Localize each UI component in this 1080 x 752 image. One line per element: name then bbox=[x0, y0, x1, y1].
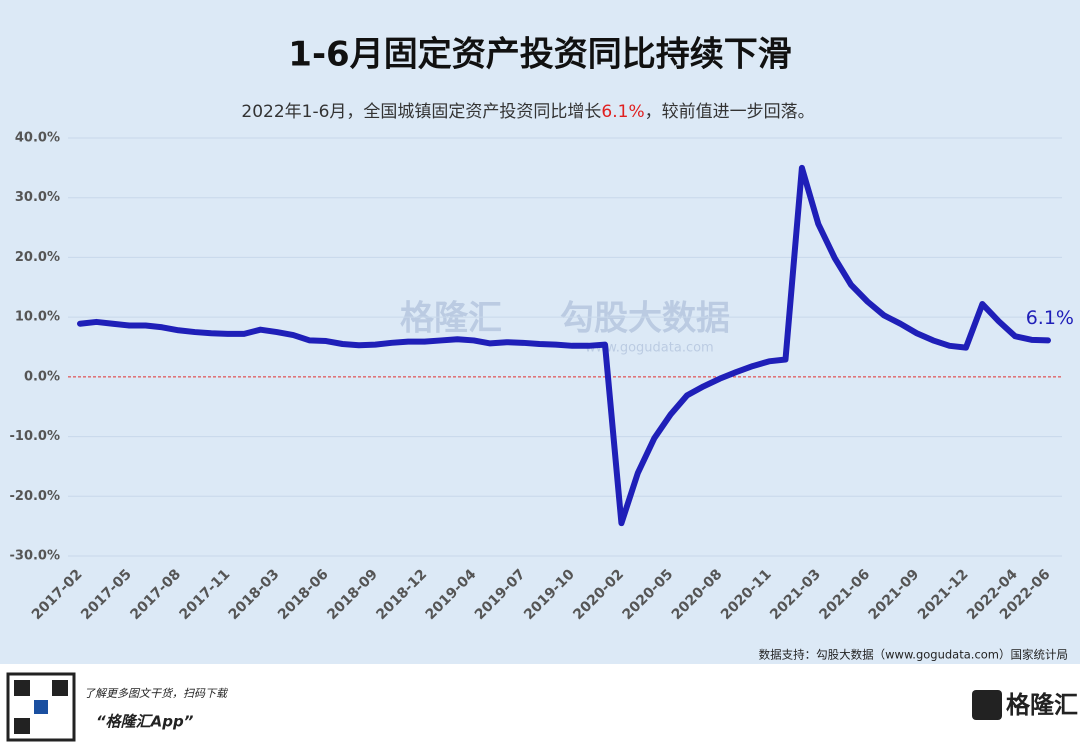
y-tick-label: 0.0% bbox=[24, 369, 60, 384]
subtitle-part: ，较前值进一步回落。 bbox=[645, 102, 815, 122]
data-line bbox=[77, 164, 1051, 527]
y-tick-label: 40.0% bbox=[15, 131, 60, 146]
watermark-text: 勾股大数据 bbox=[560, 299, 730, 339]
y-tick-label: 20.0% bbox=[15, 250, 60, 265]
subtitle-part: 2022年1-6月，全国城镇固定资产投资同比增长 bbox=[241, 102, 601, 122]
watermark: 格隆汇 勾股大数据 www.gogudata.com bbox=[400, 299, 730, 356]
y-tick-label: 30.0% bbox=[15, 190, 60, 205]
y-tick-label: -10.0% bbox=[10, 429, 61, 444]
logo-text: 格隆汇 bbox=[1006, 691, 1078, 719]
qr-code bbox=[6, 672, 76, 742]
source: 数据支持：勾股大数据（www.gogudata.com）国家统计局 bbox=[759, 648, 1068, 662]
watermark-text: www.gogudata.com bbox=[585, 341, 714, 356]
footer-band bbox=[0, 664, 1080, 748]
watermark-text: 格隆汇 bbox=[400, 299, 502, 339]
footer-promo: 了解更多图文干货，扫码下载 bbox=[84, 687, 229, 700]
chart-title: 1-6月固定资产投资同比持续下滑 bbox=[288, 35, 791, 75]
end-label: 6.1% bbox=[1026, 307, 1074, 329]
y-tick-label: 10.0% bbox=[15, 310, 60, 325]
y-tick-label: -30.0% bbox=[10, 549, 61, 564]
y-tick-label: -20.0% bbox=[10, 489, 61, 504]
logo-icon bbox=[972, 690, 1002, 720]
subtitle-highlight: 6.1% bbox=[601, 102, 644, 122]
footer-app: “格隆汇App” bbox=[96, 713, 194, 731]
subtitle: 2022年1-6月，全国城镇固定资产投资同比增长6.1%，较前值进一步回落。 bbox=[241, 102, 814, 122]
